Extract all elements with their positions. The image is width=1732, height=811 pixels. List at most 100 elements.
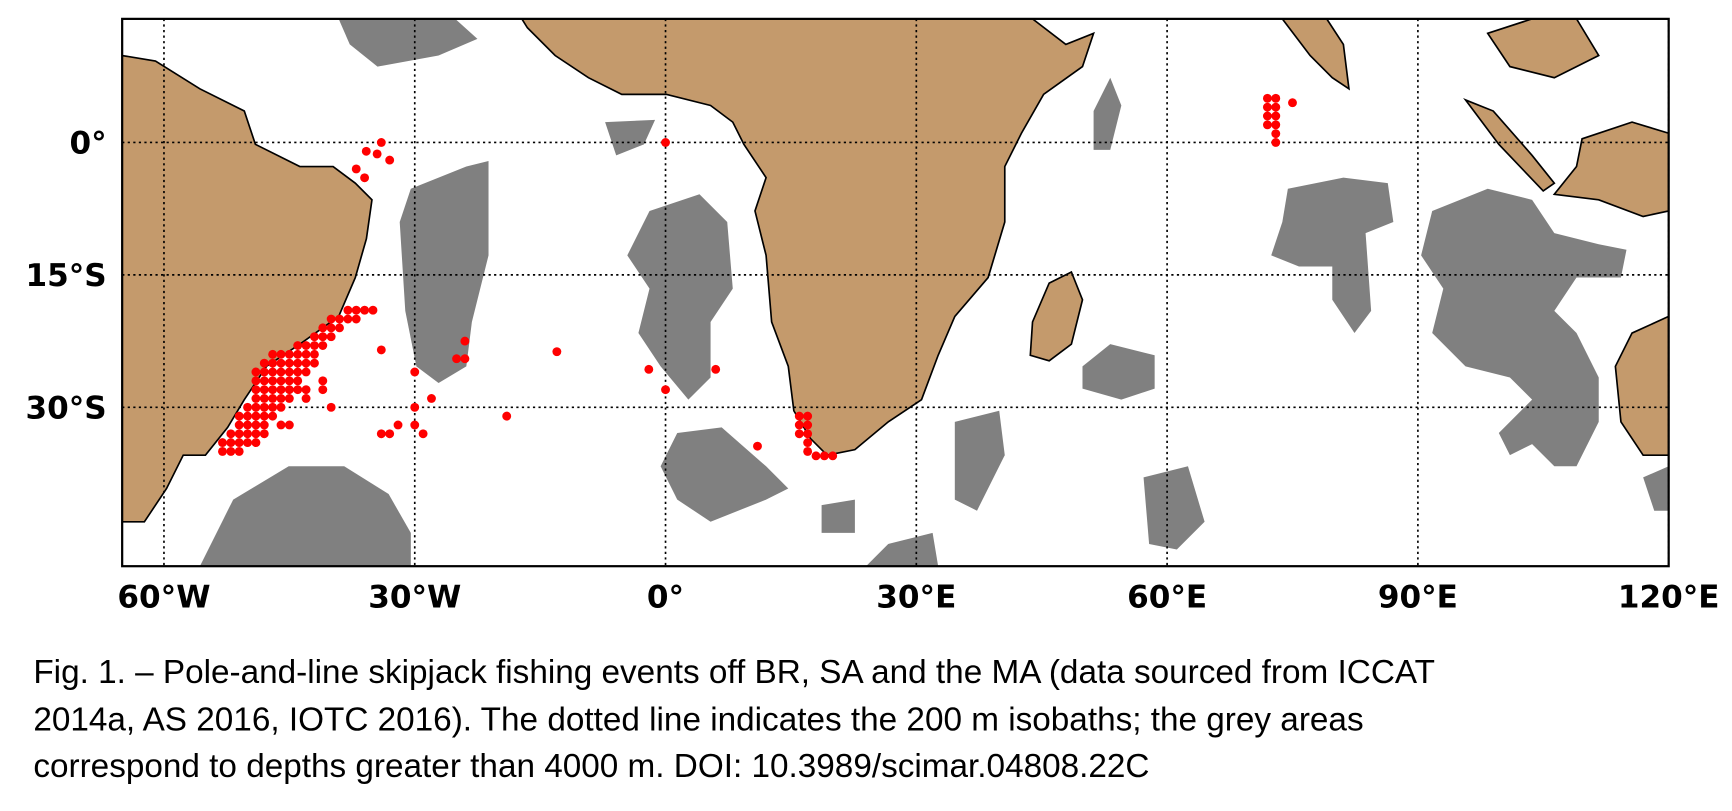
fishing-event (385, 429, 395, 439)
fishing-event (284, 376, 294, 386)
fishing-event (268, 376, 278, 386)
fishing-event (226, 429, 236, 439)
fishing-event (234, 420, 244, 430)
fishing-event (343, 305, 353, 315)
fishing-event (301, 385, 311, 395)
fishing-event (794, 411, 804, 421)
x-tick-label: 0° (647, 579, 684, 615)
fishing-event (360, 173, 370, 183)
fishing-event (259, 429, 269, 439)
fishing-event (284, 394, 294, 403)
fishing-event (376, 345, 386, 355)
fishing-event (309, 358, 319, 368)
fishing-event (794, 429, 804, 439)
fishing-event (418, 429, 428, 439)
fishing-event (361, 146, 371, 156)
fishing-event (251, 367, 261, 377)
fishing-event (1288, 98, 1297, 108)
fishing-event (711, 364, 721, 374)
fishing-event (226, 446, 236, 456)
fishing-event (794, 420, 804, 430)
y-tick-label: 0° (69, 126, 106, 162)
y-tick-label: 30°S (25, 390, 106, 426)
fishing-event (326, 332, 336, 342)
fishing-event (234, 438, 244, 448)
fishing-event (284, 385, 294, 395)
fishing-event (460, 336, 470, 346)
fishing-events (218, 93, 1297, 461)
fishing-event (368, 305, 378, 315)
y-tick-label: 15°S (25, 258, 106, 294)
fishing-event (318, 332, 328, 342)
fishing-event (552, 347, 562, 357)
fishing-event (326, 323, 336, 333)
fishing-event (276, 394, 286, 403)
fishing-event (309, 332, 319, 342)
fishing-event (284, 358, 294, 368)
fishing-event (828, 451, 838, 461)
fishing-event (1262, 120, 1272, 130)
fishing-event (251, 420, 261, 430)
fishing-event (753, 441, 762, 451)
fishing-event (243, 438, 253, 448)
fishing-event (243, 402, 253, 412)
fishing-event (427, 394, 436, 403)
fishing-event (226, 438, 236, 448)
fishing-event (309, 349, 319, 359)
fishing-event (326, 314, 336, 324)
fishing-event (293, 349, 303, 359)
fishing-event (276, 349, 286, 359)
fishing-event (259, 385, 269, 395)
fishing-event (276, 402, 286, 412)
fishing-event (243, 429, 253, 439)
fishing-event (293, 367, 303, 377)
basemap (122, 18, 1669, 567)
fishing-event (410, 420, 420, 430)
fishing-event (243, 411, 253, 421)
fishing-event (661, 138, 670, 147)
fishing-event (218, 446, 227, 456)
fishing-event (410, 402, 420, 412)
fishing-event (293, 376, 303, 386)
fishing-event (251, 376, 261, 386)
fishing-event (351, 305, 361, 315)
fishing-event (661, 385, 670, 395)
fishing-event (393, 420, 403, 430)
fishing-event (1262, 93, 1272, 103)
fishing-event (268, 394, 278, 403)
fishing-event (301, 394, 311, 403)
fishing-event (335, 323, 344, 333)
x-tick-label: 120°E (1618, 579, 1720, 615)
fishing-event (234, 446, 244, 456)
fishing-event (301, 367, 311, 377)
fishing-event (251, 402, 261, 412)
fishing-event (452, 354, 461, 364)
fishing-event (259, 394, 269, 403)
fishing-event (293, 358, 303, 368)
fishing-event (259, 420, 269, 430)
map-frame (121, 17, 1670, 568)
x-tick-label: 60°E (1127, 579, 1207, 615)
fishing-event (1262, 102, 1272, 112)
fishing-event (284, 349, 294, 359)
fishing-event (234, 429, 244, 439)
fishing-event (284, 420, 294, 430)
fishing-event (243, 420, 253, 430)
x-tick-label: 90°E (1378, 579, 1458, 615)
fishing-event (268, 358, 278, 368)
fishing-event (276, 367, 286, 377)
fishing-event (803, 411, 813, 421)
fishing-event (1271, 102, 1281, 112)
fishing-event (259, 358, 269, 368)
fishing-event (372, 149, 382, 159)
fishing-event (251, 438, 261, 448)
fishing-event (276, 420, 286, 430)
fishing-event (803, 429, 813, 439)
fishing-event (251, 394, 261, 403)
fishing-event (460, 354, 470, 364)
fishing-event (259, 402, 269, 412)
caption-line: 2014a, AS 2016, IOTC 2016). The dotted l… (33, 702, 1363, 739)
deep-areas (199, 18, 1669, 567)
fishing-event (811, 451, 821, 461)
fishing-event (351, 164, 361, 174)
